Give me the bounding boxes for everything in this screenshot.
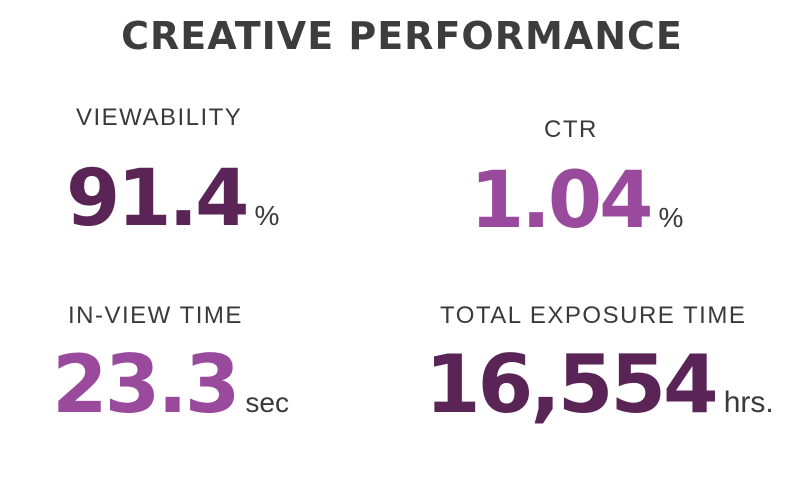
viewability-label: VIEWABILITY [76, 104, 243, 131]
in-view-time-metric: 23.3 sec [52, 345, 289, 425]
total-exposure-time-value: 16,554 [425, 338, 719, 431]
in-view-time-value: 23.3 [52, 338, 240, 431]
ctr-label: CTR [544, 116, 598, 143]
total-exposure-time-unit: hrs. [723, 386, 774, 419]
page-title: CREATIVE PERFORMANCE [121, 14, 683, 58]
in-view-time-label: IN-VIEW TIME [68, 302, 243, 329]
ctr-unit: % [658, 202, 684, 233]
viewability-value: 91.4 [66, 154, 249, 244]
total-exposure-time-metric: 16,554 hrs. [425, 345, 774, 425]
total-exposure-time-label: TOTAL EXPOSURE TIME [440, 302, 747, 329]
in-view-time-unit: sec [245, 387, 289, 418]
ctr-value: 1.04 [470, 156, 653, 246]
viewability-unit: % [254, 200, 280, 231]
viewability-metric: 91.4% [66, 160, 279, 238]
ctr-metric: 1.04% [470, 162, 683, 240]
